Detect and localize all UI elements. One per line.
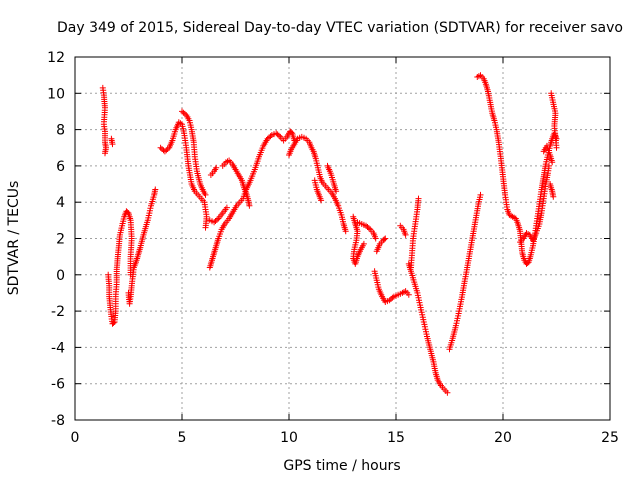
data-point-cluster: [157, 119, 210, 231]
data-point-cluster: [405, 260, 451, 396]
data-point-cluster: [371, 268, 412, 305]
data-point-cluster: [324, 162, 340, 195]
y-tick-label: 4: [56, 195, 65, 211]
data-point-cluster: [373, 235, 389, 255]
y-tick-label: 10: [47, 86, 65, 102]
data-point-cluster: [446, 191, 484, 353]
chart-title: Day 349 of 2015, Sidereal Day-to-day VTE…: [57, 20, 623, 36]
data-point-cluster: [179, 108, 209, 198]
data-point-cluster: [206, 128, 298, 271]
data-point-cluster: [219, 157, 253, 209]
x-tick-label: 5: [178, 430, 187, 446]
x-tick-label: 0: [71, 430, 80, 446]
y-tick-label: -6: [51, 377, 65, 393]
y-tick-label: 0: [56, 268, 65, 284]
data-series: [99, 72, 560, 396]
x-tick-label: 10: [280, 430, 298, 446]
y-tick-label: -2: [51, 304, 65, 320]
data-point-cluster: [397, 222, 409, 238]
data-point-cluster: [286, 133, 349, 235]
data-point-cluster: [547, 181, 557, 200]
axis-ticks: [74, 56, 611, 421]
tick-labels: 0 5 10 15 20 25 -8 -6 -4 -2 0 2 4 6 8 10 12: [47, 50, 619, 446]
x-tick-label: 15: [387, 430, 405, 446]
data-point-cluster: [548, 90, 560, 151]
y-tick-label: -4: [51, 340, 65, 356]
y-tick-label: 6: [56, 159, 65, 175]
y-tick-label: 12: [47, 50, 65, 66]
y-tick-label: 2: [56, 232, 65, 248]
data-point-cluster: [206, 204, 230, 226]
y-axis-title: SDTVAR / TECUs: [6, 181, 22, 296]
data-point-cluster: [99, 84, 109, 157]
data-point-cluster: [311, 177, 325, 204]
y-tick-label: 8: [56, 123, 65, 139]
x-tick-label: 20: [494, 430, 512, 446]
x-tick-label: 25: [601, 430, 619, 446]
data-point-cluster: [354, 219, 379, 242]
data-point-cluster: [105, 208, 135, 327]
data-point-cluster: [108, 135, 116, 148]
data-point-cluster: [540, 142, 556, 166]
y-tick-label: -8: [51, 413, 65, 429]
data-points: [99, 72, 560, 396]
data-point-cluster: [517, 162, 552, 246]
data-point-cluster: [207, 164, 220, 178]
x-axis-title: GPS time / hours: [283, 458, 400, 474]
data-point-cluster: [125, 186, 159, 307]
